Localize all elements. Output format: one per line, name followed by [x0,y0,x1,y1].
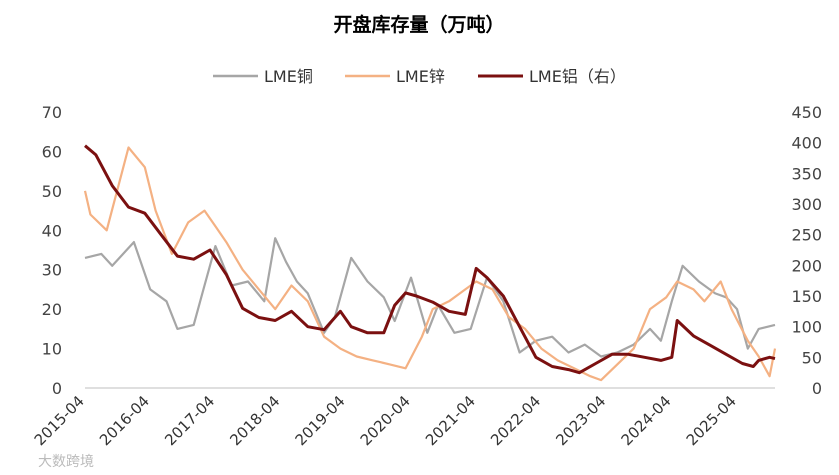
x-tick-label: 2017-04 [161,392,218,449]
legend-label: LME锌 [396,67,445,86]
y-right-tick-label: 250 [791,226,822,245]
x-tick-label: 2018-04 [226,392,283,449]
series-group [83,144,777,382]
y-left-tick-label: 50 [42,182,62,201]
x-tick-label: 2015-04 [31,392,88,449]
y-right-tick-label: 450 [791,103,822,122]
y-right-tick-label: 50 [802,348,822,367]
y-right-tick-label: 300 [791,195,822,214]
legend-label: LME铜 [264,67,313,86]
y-right-tick-label: 200 [791,256,822,275]
x-tick-label: 2024-04 [618,392,675,449]
legend-label: LME铝（右） [529,67,626,86]
y-left-tick-label: 60 [42,142,62,161]
watermark: 大数跨境 [38,454,94,470]
y-axis-right: 0 50 100 150 200 250 300 350 400 450 [791,103,822,398]
y-left-tick-label: 0 [52,379,62,398]
series-line-2 [84,144,776,375]
y-right-tick-label: 100 [791,318,822,337]
x-axis: 2015-04 2016-04 2017-04 2018-04 2019-04 2020-… [31,387,775,449]
legend: LME铜 LME锌 LME铝（右） [213,67,626,86]
x-tick-label: 2025-04 [683,392,740,449]
series-line-0 [84,237,776,358]
y-left-tick-label: 40 [42,221,62,240]
y-axis-left: 0 10 20 30 40 50 60 70 [42,103,62,398]
y-right-tick-label: 150 [791,287,822,306]
y-right-tick-label: 350 [791,164,822,183]
x-tick-label: 2021-04 [422,392,479,449]
x-tick-label: 2022-04 [487,392,544,449]
x-tick-label: 2016-04 [96,392,153,449]
y-right-tick-label: 0 [812,379,822,398]
y-left-tick-label: 10 [42,340,62,359]
x-tick-label: 2020-04 [357,392,414,449]
y-left-tick-label: 20 [42,300,62,319]
y-right-tick-label: 400 [791,134,822,153]
series-line-1 [83,146,777,382]
chart-title: 开盘库存量（万吨） [333,13,504,36]
x-tick-label: 2019-04 [292,392,349,449]
y-left-tick-label: 30 [42,261,62,280]
x-tick-label: 2023-04 [552,392,609,449]
y-left-tick-label: 70 [42,103,62,122]
